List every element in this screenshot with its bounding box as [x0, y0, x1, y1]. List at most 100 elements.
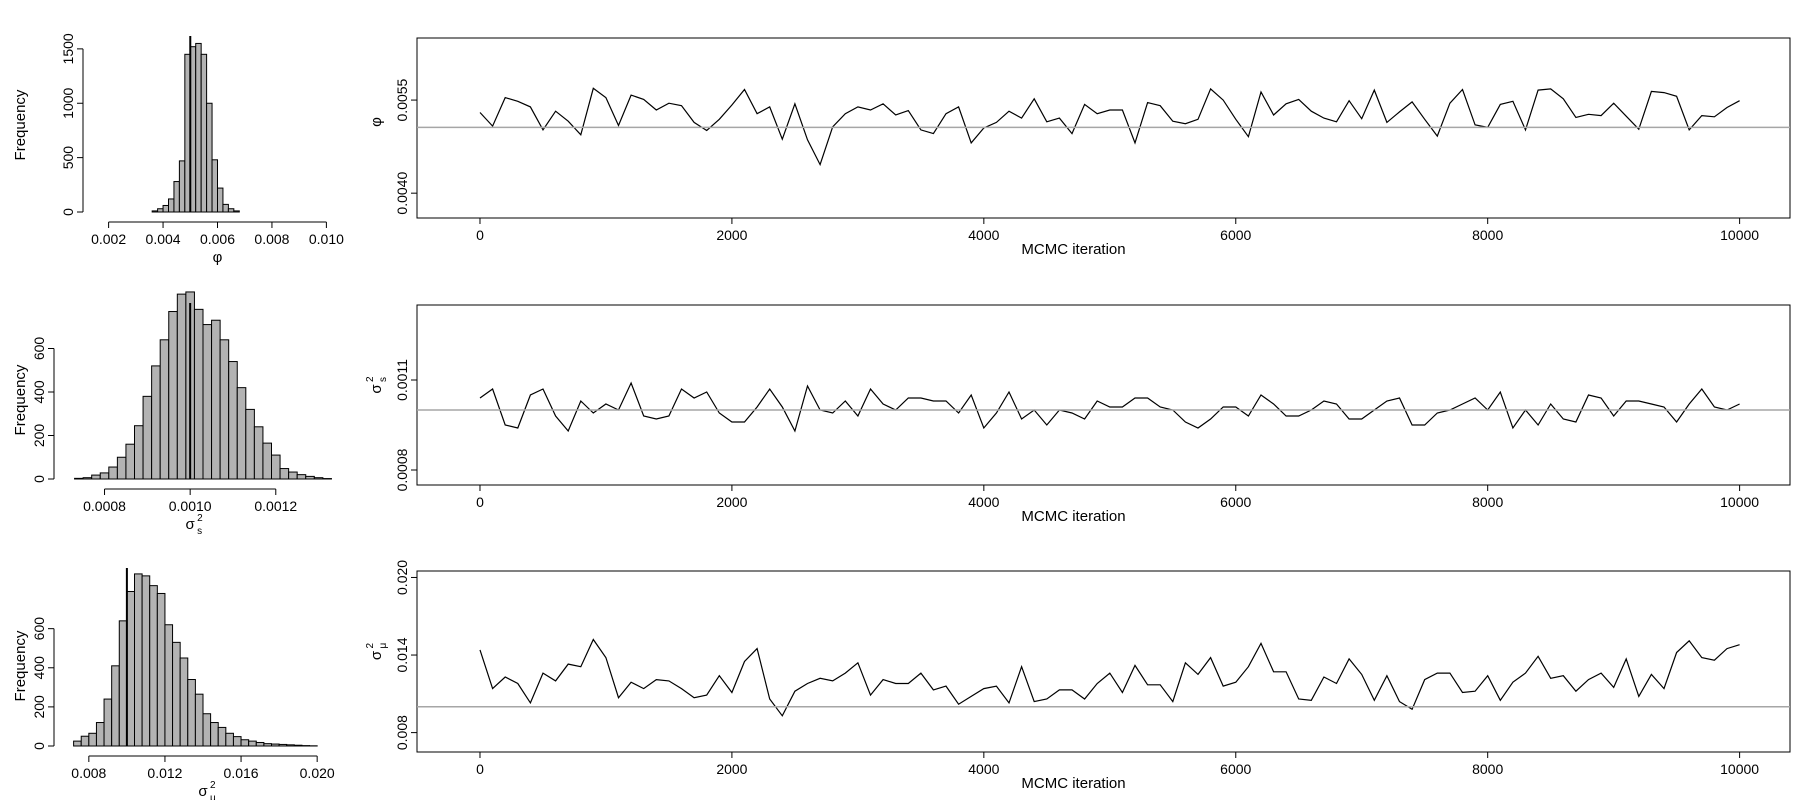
histogram-bar	[262, 442, 272, 480]
x-tick-label: 2000	[716, 494, 747, 510]
x-tick-label: 0.0008	[83, 498, 126, 514]
histogram-bar	[88, 732, 97, 747]
ylabel-label-symbol: σ	[368, 384, 385, 394]
y-tick-label: 1000	[60, 87, 76, 118]
histogram-bar	[172, 641, 181, 747]
histogram-bar	[99, 472, 110, 480]
histogram-bar	[168, 311, 178, 480]
trace-line	[479, 381, 1740, 433]
histogram-bar	[248, 740, 257, 747]
ylabel-label: σ2 μ	[365, 643, 389, 661]
x-tick-label: 0.0012	[254, 498, 297, 514]
y-tick-label: 0.020	[394, 560, 410, 595]
trace-line	[479, 638, 1740, 717]
y-tick-label: 0.0011	[394, 359, 410, 401]
histogram-bar	[296, 474, 307, 480]
x-axis-title: MCMC iteration	[1021, 241, 1125, 258]
y-tick-label: 200	[31, 424, 47, 448]
xlabel-label-symbol: σ	[198, 783, 208, 800]
histogram-bar	[255, 741, 265, 747]
xlabel-label-sub: μ	[210, 793, 216, 800]
xlabel-label: φ	[213, 249, 223, 266]
histogram-bar	[118, 620, 128, 747]
y-tick-label: 600	[31, 337, 47, 361]
histogram-bar	[116, 456, 127, 480]
histogram-bar	[195, 42, 202, 213]
ylabel-label-sup: 2	[365, 376, 376, 382]
histogram-bar	[142, 395, 153, 480]
histogram-bar	[173, 181, 180, 213]
x-tick-label: 6000	[1220, 761, 1251, 777]
x-tick-label: 10000	[1720, 227, 1759, 243]
histogram-bar	[194, 693, 204, 747]
histogram-bar	[222, 203, 229, 213]
histogram-bar	[200, 53, 208, 213]
xlabel-label-sup: 2	[210, 780, 216, 791]
histogram-bar	[279, 468, 290, 480]
y-tick-label: 0	[60, 208, 76, 216]
histogram-bar	[202, 713, 212, 747]
x-tick-label: 8000	[1472, 761, 1503, 777]
trace-panel-1: 0 2000 4000 6000 8000 10000 MCMC iteration 0.00…	[368, 37, 1791, 258]
x-tick-label: 8000	[1472, 494, 1503, 510]
xlabel-label: σ 2 s	[186, 513, 204, 537]
histogram-bar	[157, 208, 164, 213]
y-tick-label: 500	[60, 146, 76, 170]
histogram-bar	[80, 735, 90, 747]
y-tick-label: 600	[31, 617, 47, 641]
histogram-bar	[82, 477, 93, 480]
histogram-bar	[286, 744, 295, 747]
histogram-bar	[236, 387, 247, 480]
histogram-bar	[288, 471, 298, 480]
y-axis-title: Frequency	[12, 364, 29, 435]
plot-frame	[416, 570, 1791, 753]
x-tick-label: 4000	[968, 494, 999, 510]
histogram-bar	[151, 365, 161, 480]
histogram-bar	[141, 575, 151, 747]
histogram-bar	[178, 160, 186, 213]
histogram-bar	[126, 591, 135, 747]
histogram-bar	[187, 679, 196, 747]
y-tick-label: 200	[31, 695, 47, 719]
histogram-bar	[263, 743, 272, 747]
x-axis-title: MCMC iteration	[1021, 775, 1125, 792]
histogram-bar	[134, 573, 143, 747]
x-tick-label: 10000	[1720, 494, 1759, 510]
histogram-bar	[193, 308, 204, 480]
y-tick-label: 0	[31, 475, 47, 483]
histogram-bar	[91, 474, 101, 480]
x-tick-label: 4000	[968, 761, 999, 777]
histogram-bar	[227, 208, 235, 213]
y-tick-label: 0.014	[394, 637, 410, 672]
x-tick-label: 0.020	[300, 765, 335, 781]
histogram-bar	[271, 454, 281, 480]
histogram-bar	[168, 198, 175, 213]
y-tick-label: 1500	[60, 33, 76, 64]
x-tick-label: 0	[476, 494, 484, 510]
x-tick-label: 0	[476, 761, 484, 777]
histogram-bar	[179, 657, 189, 747]
histogram-bar	[233, 210, 240, 213]
x-tick-label: 0.006	[200, 231, 235, 247]
x-tick-label: 6000	[1220, 227, 1251, 243]
x-tick-label: 2000	[716, 761, 747, 777]
x-tick-label: 0.0010	[169, 498, 212, 514]
histogram-bar	[74, 477, 84, 480]
histogram-bar	[211, 319, 221, 480]
x-tick-label: 0.004	[146, 231, 181, 247]
x-tick-label: 10000	[1720, 761, 1759, 777]
trace-line	[479, 87, 1740, 167]
histogram-bar	[210, 722, 219, 747]
xlabel-label-symbol: φ	[213, 249, 223, 266]
x-tick-label: 0	[476, 227, 484, 243]
histogram-bar	[103, 698, 113, 747]
y-tick-label: 0.0008	[394, 448, 410, 491]
y-axis-title: Frequency	[12, 89, 29, 160]
histogram-bar	[211, 159, 219, 213]
histogram-bar	[253, 426, 264, 480]
xlabel-label-symbol: σ	[186, 516, 196, 533]
ylabel-label-symbol: σ	[368, 650, 385, 660]
histogram-bar	[73, 740, 82, 747]
